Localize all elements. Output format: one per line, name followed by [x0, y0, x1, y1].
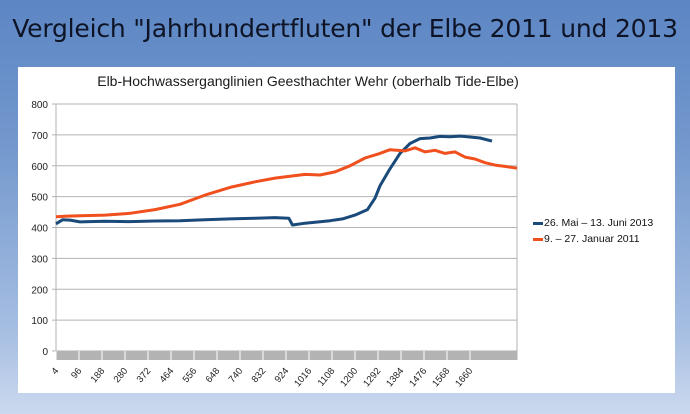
legend-label-2011: 9. – 27. Januar 2011	[544, 233, 640, 245]
y-tick-label: 200	[31, 285, 48, 296]
x-tick-label: 740	[227, 366, 246, 385]
x-tick-label: 648	[204, 366, 223, 385]
slide-title: Vergleich "Jahrhundertfluten" der Elbe 2…	[12, 14, 678, 43]
x-tick-label: 372	[135, 366, 154, 385]
chart-title: Elb-Hochwasserganglinien Geesthachter We…	[97, 73, 519, 89]
y-tick-label: 800	[31, 100, 48, 111]
legend-item-2011: 9. – 27. Januar 2011	[533, 231, 653, 247]
y-tick-label: 500	[31, 193, 48, 204]
y-tick-label: 100	[31, 316, 48, 327]
chart-panel: Elb-Hochwasserganglinien Geesthachter We…	[18, 67, 675, 393]
x-tick-label: 556	[181, 366, 200, 385]
x-tick-label: 464	[158, 366, 177, 385]
y-tick-label: 300	[31, 254, 48, 265]
x-tick-label: 1016	[292, 366, 314, 389]
series-line-1	[55, 146, 518, 219]
x-tick-label: 1200	[338, 366, 360, 389]
x-tick-label: 1292	[361, 366, 383, 389]
legend-swatch-2011	[533, 237, 543, 241]
y-tick-label: 0	[42, 347, 48, 358]
x-tick-label: 1660	[453, 366, 475, 389]
line-chart: 0 100 200 300 400 500 600 700 800 4 96 188 280 372 464…	[31, 100, 518, 389]
x-tick-label: 280	[112, 366, 131, 385]
x-tick-label: 1476	[407, 366, 429, 389]
x-tick-label: 832	[250, 366, 269, 385]
y-tick-label: 600	[31, 162, 48, 173]
series-line-0	[55, 134, 493, 227]
legend-item-2013: 26. Mai – 13. Juni 2013	[533, 215, 653, 231]
y-tick-label: 700	[31, 131, 48, 142]
x-tick-label: 1108	[316, 366, 338, 389]
x-tick-label: 4	[49, 366, 61, 377]
x-tick-label: 96	[69, 366, 84, 381]
x-tick-label: 924	[273, 366, 292, 385]
x-tick-label: 188	[89, 366, 108, 385]
legend: 26. Mai – 13. Juni 2013 9. – 27. Januar …	[533, 215, 653, 247]
x-tick-label: 1384	[384, 366, 406, 389]
y-tick-label: 400	[31, 224, 48, 235]
legend-label-2013: 26. Mai – 13. Juni 2013	[544, 217, 654, 229]
legend-swatch-2013	[533, 221, 543, 225]
x-tick-label: 1568	[430, 366, 452, 389]
